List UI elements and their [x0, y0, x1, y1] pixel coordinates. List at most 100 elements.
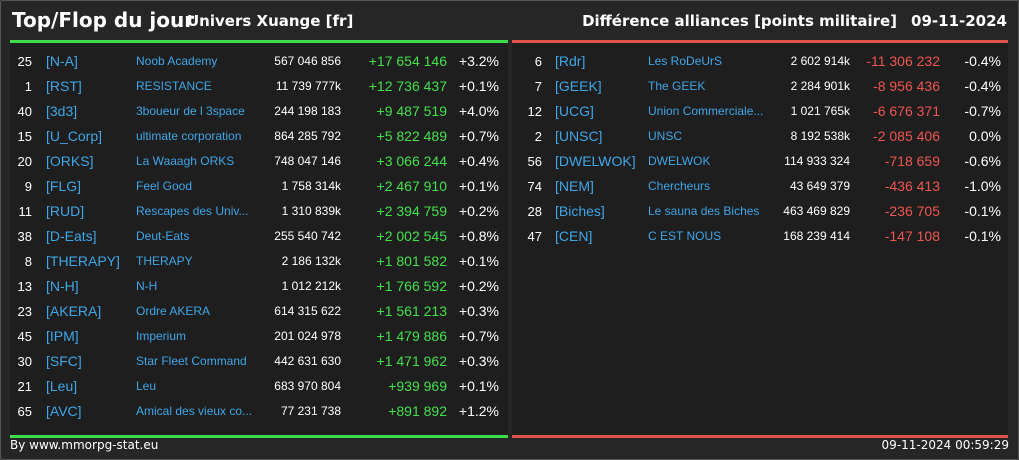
alliance-name[interactable]: Ordre AKERA — [136, 304, 211, 318]
alliance-name[interactable]: C EST NOUS — [648, 229, 722, 243]
alliance-name[interactable]: Deut-Eats — [136, 229, 190, 243]
footer-timestamp: 09-11-2024 00:59:29 — [881, 438, 1009, 452]
top-row: 45 [IPM] Imperium 201 024 978 +1 479 886 +0.7… — [10, 324, 508, 349]
alliance-points: 201 024 978 — [274, 329, 341, 343]
alliance-tag[interactable]: [N-A] — [46, 53, 78, 69]
alliance-tag[interactable]: [D-Eats] — [46, 228, 97, 244]
flop-row: 7 [GEEK] The GEEK 2 284 901k -8 956 436 -0.4% — [512, 74, 1008, 99]
alliance-name[interactable]: 3boueur de l 3space — [136, 104, 245, 118]
alliance-points: 1 310 839k — [281, 204, 341, 218]
alliance-rank: 28 — [527, 204, 542, 219]
alliance-name[interactable]: Leu — [136, 379, 157, 393]
alliance-rank: 30 — [17, 354, 32, 369]
alliance-rank: 12 — [527, 104, 542, 119]
points-difference: +1 561 213 — [376, 303, 447, 319]
alliance-points: 683 970 804 — [274, 379, 341, 393]
alliance-tag[interactable]: [ORKS] — [46, 153, 94, 169]
alliance-name[interactable]: Star Fleet Command — [136, 354, 247, 368]
alliance-tag[interactable]: [Leu] — [46, 378, 78, 394]
alliance-name[interactable]: Noob Academy — [136, 54, 218, 68]
percent-change: +0.2% — [458, 278, 499, 294]
percent-change: +0.1% — [458, 253, 499, 269]
page-title: Top/Flop du jour — [12, 8, 195, 32]
points-difference: -236 705 — [884, 203, 940, 219]
alliance-tag[interactable]: [NEM] — [555, 178, 594, 194]
alliance-name[interactable]: Feel Good — [136, 179, 193, 193]
alliance-tag[interactable]: [SFC] — [46, 353, 82, 369]
alliance-rank: 47 — [527, 229, 542, 244]
points-difference: -436 413 — [884, 178, 940, 194]
alliance-name[interactable]: N-H — [136, 279, 158, 293]
alliance-name[interactable]: Chercheurs — [648, 179, 711, 193]
alliance-name[interactable]: Les RoDeUrS — [648, 54, 723, 68]
points-difference: -6 676 371 — [873, 103, 940, 119]
percent-change: -0.1% — [964, 203, 1001, 219]
top-row: 8 [THERAPY] THERAPY 2 186 132k +1 801 582 +0.… — [10, 249, 508, 274]
alliance-points: 1 021 765k — [790, 104, 850, 118]
alliance-tag[interactable]: [RUD] — [46, 203, 85, 219]
alliance-tag[interactable]: [FLG] — [46, 178, 82, 194]
alliance-rank: 8 — [24, 254, 32, 269]
alliance-name[interactable]: RESISTANCE — [136, 79, 212, 93]
alliance-name[interactable]: THERAPY — [136, 254, 193, 268]
alliance-tag[interactable]: [GEEK] — [555, 78, 602, 94]
alliance-name[interactable]: Imperium — [136, 329, 187, 343]
source-link[interactable]: By www.mmorpg-stat.eu — [10, 438, 159, 452]
points-difference: -2 085 406 — [873, 128, 940, 144]
points-difference: -147 108 — [884, 228, 940, 244]
alliance-rank: 11 — [18, 204, 33, 219]
alliance-name[interactable]: La Waaagh ORKS — [136, 154, 235, 168]
alliance-name[interactable]: ultimate corporation — [136, 129, 242, 143]
alliance-name[interactable]: Rescapes des Univ... — [136, 204, 249, 218]
percent-change: +0.3% — [458, 303, 499, 319]
top-row: 25 [N-A] Noob Academy 567 046 856 +17 654 14… — [10, 49, 508, 74]
header: Top/Flop du jour Univers Xuange [fr] Dif… — [12, 8, 1007, 36]
top-row: 40 [3d3] 3boueur de l 3space 244 198 183 +9 … — [10, 99, 508, 124]
top-row: 30 [SFC] Star Fleet Command 442 631 630 +1 4… — [10, 349, 508, 374]
alliance-tag[interactable]: [N-H] — [46, 278, 79, 294]
alliance-rank: 21 — [17, 379, 32, 394]
flop-row: 6 [Rdr] Les RoDeUrS 2 602 914k -11 306 232 -0… — [512, 49, 1008, 74]
alliance-tag[interactable]: [UNSC] — [555, 128, 603, 144]
points-difference: +3 066 244 — [376, 153, 447, 169]
alliance-points: 244 198 183 — [274, 104, 341, 118]
alliance-tag[interactable]: [UCG] — [555, 103, 594, 119]
percent-change: +0.8% — [458, 228, 499, 244]
alliance-points: 567 046 856 — [274, 54, 341, 68]
alliance-rank: 7 — [534, 79, 542, 94]
flop-row: 56 [DWELWOK] DWELWOK 114 933 324 -718 659 -0.… — [512, 149, 1008, 174]
alliance-tag[interactable]: [Rdr] — [555, 53, 586, 69]
alliance-name[interactable]: Le sauna des Biches — [648, 204, 760, 218]
alliance-name[interactable]: The GEEK — [648, 79, 706, 93]
alliance-tag[interactable]: [AKERA] — [46, 303, 102, 319]
alliance-points: 2 284 901k — [790, 79, 850, 93]
alliance-rank: 1 — [24, 79, 32, 94]
alliance-name[interactable]: Union Commerciale... — [648, 104, 764, 118]
alliance-tag[interactable]: [U_Corp] — [46, 128, 103, 144]
alliance-rank: 15 — [17, 129, 32, 144]
alliance-tag[interactable]: [IPM] — [46, 328, 79, 344]
alliance-name[interactable]: Amical des vieux co... — [136, 404, 253, 418]
alliance-tag[interactable]: [CEN] — [555, 228, 593, 244]
alliance-tag[interactable]: [AVC] — [46, 403, 82, 419]
alliance-points: 463 469 829 — [783, 204, 850, 218]
points-difference: +2 394 759 — [376, 203, 447, 219]
percent-change: +1.2% — [458, 403, 499, 419]
alliance-tag[interactable]: [THERAPY] — [46, 253, 120, 269]
points-difference: +1 801 582 — [376, 253, 447, 269]
percent-change: +0.4% — [458, 153, 499, 169]
points-difference: +1 471 962 — [376, 353, 447, 369]
flop-row: 47 [CEN] C EST NOUS 168 239 414 -147 108 -0.1… — [512, 224, 1008, 249]
metric-heading: Différence alliances [points militaire] 0… — [582, 12, 1007, 30]
alliance-name[interactable]: UNSC — [648, 129, 683, 143]
top-gainers-panel: 25 [N-A] Noob Academy 567 046 856 +17 654 14… — [10, 40, 508, 438]
alliance-tag[interactable]: [Biches] — [555, 203, 605, 219]
alliance-tag[interactable]: [3d3] — [46, 103, 78, 119]
alliance-tag[interactable]: [DWELWOK] — [555, 153, 636, 169]
alliance-tag[interactable]: [RST] — [46, 78, 82, 94]
percent-change: -0.6% — [964, 153, 1001, 169]
alliance-rank: 25 — [17, 54, 32, 69]
alliance-name[interactable]: DWELWOK — [648, 154, 711, 168]
alliance-rank: 74 — [527, 179, 542, 194]
top-row: 15 [U_Corp] ultimate corporation 864 285 79… — [10, 124, 508, 149]
